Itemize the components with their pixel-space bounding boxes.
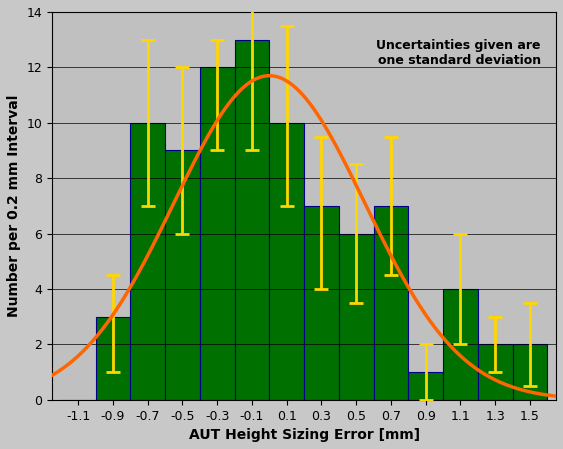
Bar [200, 67, 235, 400]
X-axis label: AUT Height Sizing Error [mm]: AUT Height Sizing Error [mm] [189, 428, 419, 442]
Text: Uncertainties given are
one standard deviation: Uncertainties given are one standard dev… [377, 39, 541, 67]
Bar [374, 206, 408, 400]
Bar [443, 289, 478, 400]
Bar [235, 40, 269, 400]
Y-axis label: Number per 0.2 mm Interval: Number per 0.2 mm Interval [7, 95, 21, 317]
Bar [304, 206, 339, 400]
Bar [339, 233, 374, 400]
Bar [165, 150, 200, 400]
Bar [96, 317, 130, 400]
Bar [269, 123, 304, 400]
Bar [408, 372, 443, 400]
Bar [130, 123, 165, 400]
Bar [512, 344, 547, 400]
Bar [478, 344, 512, 400]
